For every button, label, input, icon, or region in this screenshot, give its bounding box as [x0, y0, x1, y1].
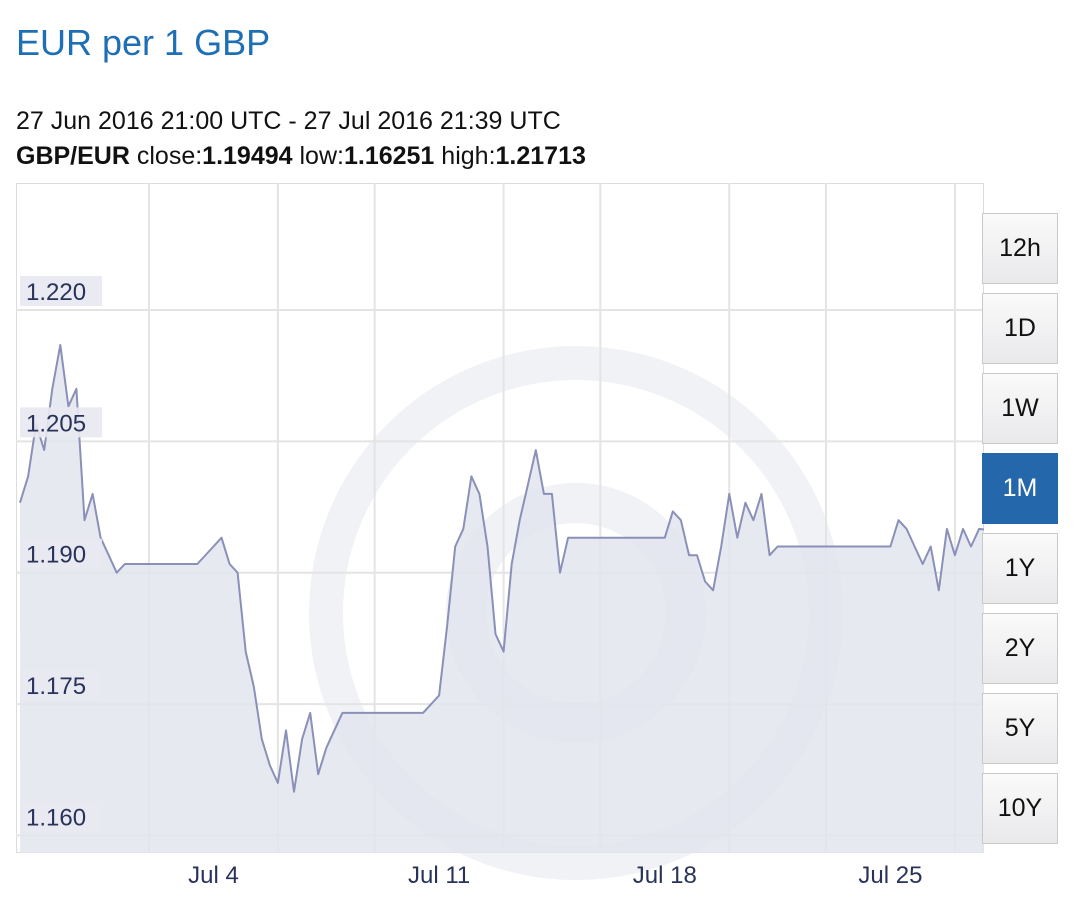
y-tick-label-4: 1.160 [26, 804, 86, 831]
range-button-1y[interactable]: 1Y [982, 533, 1058, 604]
range-button-1w[interactable]: 1W [982, 373, 1058, 444]
y-axis-labels: 1.220 1.205 1.190 1.175 1.160 [20, 275, 102, 832]
x-tick-label-3: Jul 25 [858, 862, 922, 889]
y-tick-label-1: 1.205 [26, 410, 86, 437]
chart-container[interactable]: 1.220 1.205 1.190 1.175 1.160 Jul 4 Jul 11 Jul… [16, 183, 984, 893]
range-button-12h[interactable]: 12h [982, 213, 1058, 284]
y-tick-bg-0 [20, 275, 102, 306]
low-value: 1.16251 [343, 142, 435, 170]
date-range: 27 Jun 2016 21:00 UTC - 27 Jul 2016 21:3… [16, 107, 561, 135]
close-label: close: [136, 142, 203, 170]
y-tick-bg-1 [20, 407, 102, 438]
chart-area [19, 344, 984, 853]
low-label: low: [299, 142, 344, 170]
page-title: EUR per 1 GBP [16, 22, 271, 63]
currency-pair: GBP/EUR [16, 142, 130, 170]
y-tick-bg-4 [20, 801, 102, 832]
x-axis-labels: Jul 4 Jul 11 Jul 18 Jul 25 [188, 862, 922, 889]
series-line [19, 344, 984, 793]
range-button-1m[interactable]: 1M [982, 453, 1058, 524]
x-tick-label-1: Jul 11 [408, 862, 470, 889]
y-tick-bg-2 [20, 538, 102, 569]
range-button-1d[interactable]: 1D [982, 293, 1058, 364]
x-tick-label-0: Jul 4 [188, 862, 239, 889]
range-button-10y[interactable]: 10Y [982, 773, 1058, 844]
close-value: 1.19494 [202, 142, 293, 170]
high-label: high: [441, 142, 496, 170]
y-tick-bg-3 [20, 670, 102, 701]
range-selector: 12h 1D 1W 1M 1Y 2Y 5Y 10Y [982, 213, 1058, 853]
y-tick-label-2: 1.190 [26, 542, 86, 569]
price-stats: GBP/EUR close:1.19494 low:1.16251 high:1… [16, 142, 586, 171]
area-fill [20, 345, 984, 853]
y-tick-label-3: 1.175 [26, 673, 86, 700]
range-button-5y[interactable]: 5Y [982, 693, 1058, 764]
high-value: 1.21713 [495, 142, 586, 170]
x-tick-label-2: Jul 18 [633, 862, 697, 889]
y-tick-label-0: 1.220 [26, 279, 86, 306]
range-button-2y[interactable]: 2Y [982, 613, 1058, 684]
